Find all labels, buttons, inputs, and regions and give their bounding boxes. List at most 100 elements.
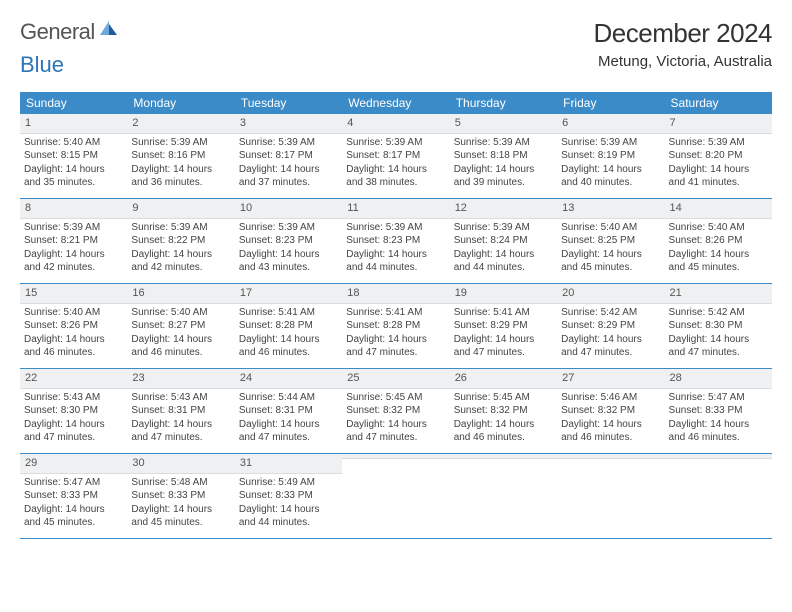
daylight-text: Daylight: 14 hours and 47 minutes. xyxy=(131,418,230,445)
day-number: 1 xyxy=(25,117,31,129)
day-info: Sunrise: 5:46 AMSunset: 8:32 PMDaylight:… xyxy=(561,391,660,445)
daylight-text: Daylight: 14 hours and 46 minutes. xyxy=(454,418,553,445)
day-number: 25 xyxy=(347,372,359,384)
day-number: 19 xyxy=(455,287,467,299)
daylight-text: Daylight: 14 hours and 47 minutes. xyxy=(346,333,445,360)
day-number: 26 xyxy=(455,372,467,384)
sunrise-text: Sunrise: 5:41 AM xyxy=(346,306,445,320)
day-number: 5 xyxy=(455,117,461,129)
day-number: 30 xyxy=(132,457,144,469)
day-number-bar: 31 xyxy=(235,454,342,474)
weekday-label: Thursday xyxy=(450,92,557,114)
day-info: Sunrise: 5:42 AMSunset: 8:30 PMDaylight:… xyxy=(669,306,768,360)
daylight-text: Daylight: 14 hours and 47 minutes. xyxy=(239,418,338,445)
day-cell: 20Sunrise: 5:42 AMSunset: 8:29 PMDayligh… xyxy=(557,284,664,368)
daylight-text: Daylight: 14 hours and 45 minutes. xyxy=(24,503,123,530)
sunset-text: Sunset: 8:17 PM xyxy=(346,149,445,163)
day-info: Sunrise: 5:40 AMSunset: 8:26 PMDaylight:… xyxy=(24,306,123,360)
daylight-text: Daylight: 14 hours and 38 minutes. xyxy=(346,163,445,190)
day-number-bar: 8 xyxy=(20,199,127,219)
sunset-text: Sunset: 8:22 PM xyxy=(131,234,230,248)
day-number-bar: 14 xyxy=(665,199,772,219)
day-info: Sunrise: 5:47 AMSunset: 8:33 PMDaylight:… xyxy=(24,476,123,530)
day-cell: 2Sunrise: 5:39 AMSunset: 8:16 PMDaylight… xyxy=(127,114,234,198)
calendar: Sunday Monday Tuesday Wednesday Thursday… xyxy=(20,92,772,539)
daylight-text: Daylight: 14 hours and 39 minutes. xyxy=(454,163,553,190)
day-number: 3 xyxy=(240,117,246,129)
sunset-text: Sunset: 8:17 PM xyxy=(239,149,338,163)
day-cell: 5Sunrise: 5:39 AMSunset: 8:18 PMDaylight… xyxy=(450,114,557,198)
sunset-text: Sunset: 8:32 PM xyxy=(346,404,445,418)
sunset-text: Sunset: 8:24 PM xyxy=(454,234,553,248)
daylight-text: Daylight: 14 hours and 41 minutes. xyxy=(669,163,768,190)
sunrise-text: Sunrise: 5:43 AM xyxy=(24,391,123,405)
logo-sail-icon xyxy=(97,18,119,46)
day-info: Sunrise: 5:47 AMSunset: 8:33 PMDaylight:… xyxy=(669,391,768,445)
daylight-text: Daylight: 14 hours and 44 minutes. xyxy=(239,503,338,530)
sunset-text: Sunset: 8:21 PM xyxy=(24,234,123,248)
day-cell xyxy=(665,454,772,538)
sunrise-text: Sunrise: 5:45 AM xyxy=(454,391,553,405)
daylight-text: Daylight: 14 hours and 45 minutes. xyxy=(561,248,660,275)
daylight-text: Daylight: 14 hours and 36 minutes. xyxy=(131,163,230,190)
day-cell: 12Sunrise: 5:39 AMSunset: 8:24 PMDayligh… xyxy=(450,199,557,283)
sunset-text: Sunset: 8:33 PM xyxy=(669,404,768,418)
daylight-text: Daylight: 14 hours and 45 minutes. xyxy=(131,503,230,530)
sunrise-text: Sunrise: 5:39 AM xyxy=(346,221,445,235)
day-number: 31 xyxy=(240,457,252,469)
day-info: Sunrise: 5:40 AMSunset: 8:26 PMDaylight:… xyxy=(669,221,768,275)
sunrise-text: Sunrise: 5:39 AM xyxy=(669,136,768,150)
day-number: 8 xyxy=(25,202,31,214)
day-number-bar: 7 xyxy=(665,114,772,134)
sunset-text: Sunset: 8:26 PM xyxy=(24,319,123,333)
daylight-text: Daylight: 14 hours and 46 minutes. xyxy=(24,333,123,360)
day-number: 9 xyxy=(132,202,138,214)
day-cell: 3Sunrise: 5:39 AMSunset: 8:17 PMDaylight… xyxy=(235,114,342,198)
day-number-bar: 30 xyxy=(127,454,234,474)
day-cell: 10Sunrise: 5:39 AMSunset: 8:23 PMDayligh… xyxy=(235,199,342,283)
daylight-text: Daylight: 14 hours and 47 minutes. xyxy=(669,333,768,360)
day-number: 17 xyxy=(240,287,252,299)
sunrise-text: Sunrise: 5:42 AM xyxy=(669,306,768,320)
sunset-text: Sunset: 8:18 PM xyxy=(454,149,553,163)
day-info: Sunrise: 5:40 AMSunset: 8:25 PMDaylight:… xyxy=(561,221,660,275)
daylight-text: Daylight: 14 hours and 45 minutes. xyxy=(669,248,768,275)
day-number-bar: 26 xyxy=(450,369,557,389)
sunset-text: Sunset: 8:32 PM xyxy=(454,404,553,418)
day-number: 14 xyxy=(670,202,682,214)
day-cell: 1 Sunrise: 5:40 AMSunset: 8:15 PMDaylight… xyxy=(20,114,127,198)
sunrise-text: Sunrise: 5:40 AM xyxy=(561,221,660,235)
sunset-text: Sunset: 8:23 PM xyxy=(239,234,338,248)
logo-word1: General xyxy=(20,19,95,45)
day-info: Sunrise: 5:40 AMSunset: 8:15 PMDaylight:… xyxy=(24,136,123,190)
sunset-text: Sunset: 8:30 PM xyxy=(24,404,123,418)
sunrise-text: Sunrise: 5:39 AM xyxy=(346,136,445,150)
daylight-text: Daylight: 14 hours and 47 minutes. xyxy=(346,418,445,445)
day-cell: 19Sunrise: 5:41 AMSunset: 8:29 PMDayligh… xyxy=(450,284,557,368)
weekday-header: Sunday Monday Tuesday Wednesday Thursday… xyxy=(20,92,772,114)
day-number: 20 xyxy=(562,287,574,299)
sunset-text: Sunset: 8:15 PM xyxy=(24,149,123,163)
sunset-text: Sunset: 8:29 PM xyxy=(561,319,660,333)
sunrise-text: Sunrise: 5:42 AM xyxy=(561,306,660,320)
sunrise-text: Sunrise: 5:40 AM xyxy=(131,306,230,320)
sunrise-text: Sunrise: 5:39 AM xyxy=(239,221,338,235)
daylight-text: Daylight: 14 hours and 47 minutes. xyxy=(24,418,123,445)
day-number: 22 xyxy=(25,372,37,384)
sunrise-text: Sunrise: 5:40 AM xyxy=(669,221,768,235)
sunrise-text: Sunrise: 5:39 AM xyxy=(131,136,230,150)
sunrise-text: Sunrise: 5:49 AM xyxy=(239,476,338,490)
sunrise-text: Sunrise: 5:47 AM xyxy=(24,476,123,490)
logo: General xyxy=(20,18,119,46)
day-number-bar: 5 xyxy=(450,114,557,134)
day-cell: 22 Sunrise: 5:43 AMSunset: 8:30 PMDayligh… xyxy=(20,369,127,453)
day-cell: 15Sunrise: 5:40 AMSunset: 8:26 PMDayligh… xyxy=(20,284,127,368)
sunrise-text: Sunrise: 5:39 AM xyxy=(24,221,123,235)
day-number: 11 xyxy=(347,202,358,214)
day-cell: 24Sunrise: 5:44 AMSunset: 8:31 PMDayligh… xyxy=(235,369,342,453)
day-number-bar: 13 xyxy=(557,199,664,219)
day-number-bar: 29 xyxy=(20,454,127,474)
sunrise-text: Sunrise: 5:48 AM xyxy=(131,476,230,490)
sunrise-text: Sunrise: 5:45 AM xyxy=(346,391,445,405)
day-number: 21 xyxy=(670,287,682,299)
